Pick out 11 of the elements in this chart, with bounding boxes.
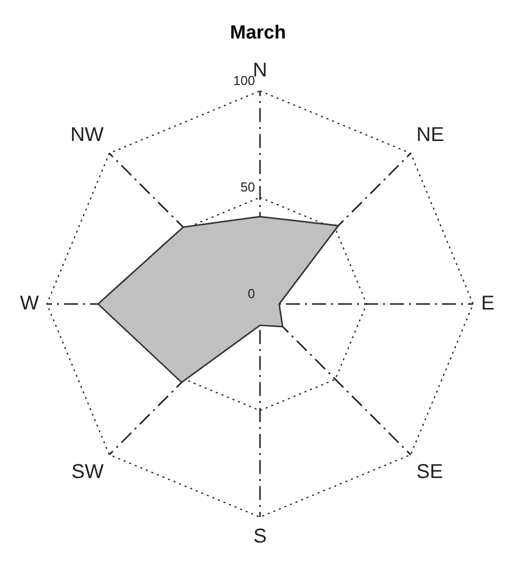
spoke-label: NW	[70, 124, 104, 146]
y-tick-label: 100	[233, 72, 255, 88]
y-tick-label: 0	[248, 286, 255, 302]
y-tick-label: 50	[240, 180, 255, 195]
spoke-label: SW	[71, 460, 104, 483]
spoke-label: E	[481, 292, 494, 315]
spoke-label: NE	[416, 124, 444, 146]
spoke-label: SE	[416, 460, 444, 483]
chart-title: March	[230, 22, 286, 44]
spoke-label: S	[253, 526, 267, 548]
spoke-label: W	[20, 292, 39, 315]
